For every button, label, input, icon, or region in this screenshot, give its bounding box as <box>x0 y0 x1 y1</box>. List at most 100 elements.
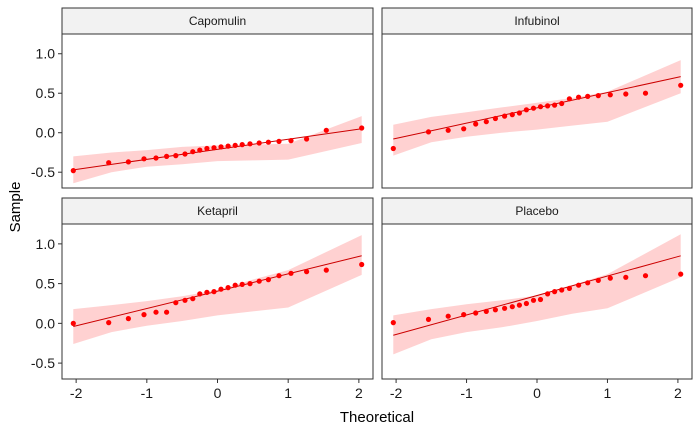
qq-point-placebo <box>559 287 565 293</box>
qq-point-placebo <box>425 316 432 322</box>
qq-point-capomulin <box>265 139 271 145</box>
qq-point-capomulin <box>153 155 159 161</box>
qq-point-ketapril <box>247 281 253 287</box>
qq-point-capomulin <box>218 144 224 150</box>
y-tick-label: 0.5 <box>36 85 56 101</box>
qq-point-ketapril <box>182 297 188 303</box>
x-tick-label: -1 <box>460 385 473 401</box>
qq-point-placebo <box>516 302 523 308</box>
x-tick-label: 1 <box>604 385 612 401</box>
qq-point-infubinol <box>678 82 684 88</box>
x-tick-label: 2 <box>674 385 682 401</box>
panel-title-ketapril: Ketapril <box>197 204 238 218</box>
qq-point-infubinol <box>483 119 489 125</box>
x-tick-label: -2 <box>70 385 83 401</box>
qq-point-capomulin <box>304 136 310 142</box>
qq-point-capomulin <box>141 156 147 162</box>
qq-point-placebo <box>545 291 551 297</box>
qq-point-ketapril <box>218 286 224 292</box>
x-tick-label: 0 <box>533 385 541 401</box>
qq-point-infubinol <box>576 94 582 100</box>
qq-point-infubinol <box>585 93 591 99</box>
panel-strip-capomulin <box>61 7 374 35</box>
qq-point-infubinol <box>502 113 508 119</box>
qq-point-capomulin <box>182 151 188 157</box>
qq-point-ketapril <box>256 278 262 284</box>
qq-point-ketapril <box>173 300 179 306</box>
panel-border-capomulin <box>61 33 374 189</box>
qq-point-infubinol <box>566 96 573 102</box>
qq-point-infubinol <box>473 121 479 127</box>
qq-point-ketapril <box>239 281 245 287</box>
qq-point-infubinol <box>445 127 451 133</box>
qq-point-placebo <box>530 297 537 303</box>
y-tick-label: 1.0 <box>36 236 56 252</box>
qq-point-placebo <box>390 320 396 326</box>
x-axis-title: Theoretical <box>340 409 414 426</box>
qq-point-infubinol <box>516 110 523 116</box>
qq-point-ketapril <box>232 282 238 288</box>
qq-point-placebo <box>595 277 601 283</box>
qq-point-placebo <box>509 304 515 310</box>
qq-point-capomulin <box>204 145 210 152</box>
y-axis-title: Sample <box>7 182 24 233</box>
panel-title-capomulin: Capomulin <box>189 14 246 28</box>
reference-line-placebo <box>393 255 681 336</box>
reference-line-capomulin <box>73 128 362 171</box>
qq-point-placebo <box>585 280 591 286</box>
qq-point-capomulin <box>232 142 238 148</box>
qq-point-placebo <box>502 305 508 311</box>
qq-point-ketapril <box>288 270 294 276</box>
y-tick-label: 0.5 <box>36 276 56 292</box>
qq-point-infubinol <box>545 103 551 109</box>
qq-point-infubinol <box>530 105 537 111</box>
panel-strip-infubinol <box>381 7 693 35</box>
qq-point-ketapril <box>359 261 365 268</box>
qq-point-placebo <box>537 296 544 303</box>
x-tick-label: -2 <box>390 385 403 401</box>
panel-border-infubinol <box>381 33 693 189</box>
qq-point-infubinol <box>623 91 629 97</box>
x-tick-label: 0 <box>214 385 222 401</box>
qq-point-infubinol <box>552 102 558 108</box>
y-tick-label: -0.5 <box>31 355 55 371</box>
qq-point-placebo <box>483 308 489 314</box>
qq-point-capomulin <box>247 141 253 147</box>
qq-point-placebo <box>492 307 498 313</box>
qq-point-capomulin <box>197 147 203 153</box>
qq-point-placebo <box>623 274 629 280</box>
qq-point-ketapril <box>211 289 217 295</box>
reference-line-infubinol <box>393 76 681 140</box>
qq-point-ketapril <box>125 316 131 322</box>
qq-point-infubinol <box>523 107 530 113</box>
qq-point-placebo <box>576 282 582 288</box>
qq-point-placebo <box>552 289 558 295</box>
qq-point-ketapril <box>197 291 203 297</box>
qq-point-capomulin <box>225 143 231 149</box>
qq-point-capomulin <box>125 159 131 165</box>
qq-point-infubinol <box>390 145 396 152</box>
qq-point-infubinol <box>607 92 613 98</box>
qq-point-ketapril <box>276 273 282 279</box>
qq-point-placebo <box>461 312 467 318</box>
qq-point-ketapril <box>304 269 310 275</box>
qq-point-capomulin <box>256 140 262 146</box>
qq-point-ketapril <box>190 296 196 302</box>
qq-point-capomulin <box>190 149 196 155</box>
qq-point-ketapril <box>265 277 271 283</box>
qq-point-infubinol <box>461 126 467 132</box>
qq-point-infubinol <box>642 90 649 96</box>
qq-point-infubinol <box>537 104 544 110</box>
panel-title-infubinol: Infubinol <box>514 14 559 28</box>
qq-point-capomulin <box>70 168 76 174</box>
qq-point-capomulin <box>106 160 112 166</box>
qq-point-placebo <box>445 313 451 319</box>
y-tick-label: -0.5 <box>31 164 55 180</box>
confidence-band-placebo <box>393 234 681 355</box>
reference-line-ketapril <box>73 255 362 328</box>
qq-point-ketapril <box>153 309 159 315</box>
x-tick-label: 1 <box>284 385 292 401</box>
panel-strip-placebo <box>381 197 693 225</box>
qq-point-ketapril <box>164 309 170 315</box>
